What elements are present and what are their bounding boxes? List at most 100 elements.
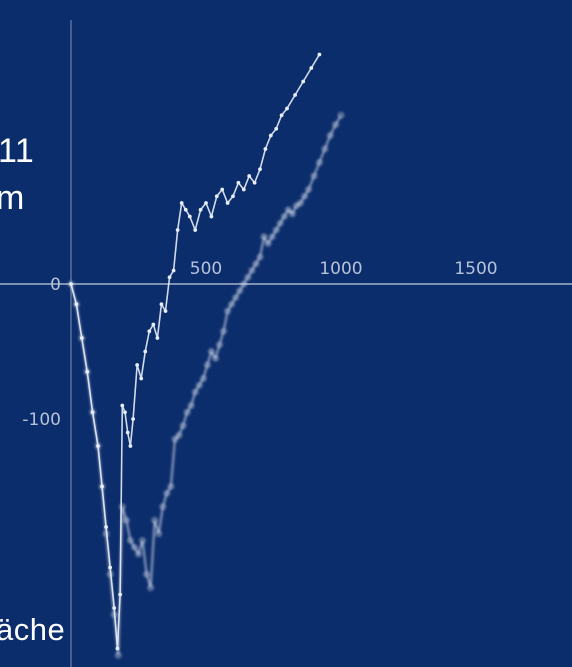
data-point [135, 551, 142, 557]
data-point [90, 410, 95, 415]
data-point [241, 187, 246, 192]
data-point [151, 322, 156, 327]
data-point [258, 167, 262, 172]
data-point [85, 369, 90, 374]
data-point [327, 132, 334, 139]
data-point [163, 309, 168, 313]
data-point [209, 214, 214, 219]
edge-text-line3: äche [0, 612, 66, 647]
data-point [147, 329, 152, 334]
data-point [163, 490, 170, 497]
data-point [118, 592, 123, 597]
data-point [279, 113, 284, 118]
data-point [183, 207, 188, 212]
data-point [214, 194, 219, 199]
data-point [125, 430, 130, 435]
data-point [204, 362, 211, 368]
data-point [269, 233, 276, 240]
data-point [108, 565, 113, 570]
data-point [192, 389, 199, 395]
data-point [309, 66, 314, 70]
data-point [139, 537, 146, 544]
data-point [231, 194, 235, 199]
data-point [188, 402, 195, 409]
data-point [232, 294, 239, 301]
data-point [184, 409, 191, 416]
data-point [120, 403, 125, 408]
data-point [285, 106, 289, 111]
data-point [263, 147, 268, 151]
data-point [196, 382, 203, 389]
data-point [224, 308, 231, 314]
data-point [297, 200, 304, 206]
data-point [289, 210, 296, 217]
data-point [198, 207, 203, 212]
data-point [247, 174, 252, 178]
data-point [127, 537, 134, 544]
x-tick-label: 1500 [454, 259, 497, 279]
data-point [112, 606, 117, 610]
data-point [265, 240, 272, 247]
y-tick-label: -100 [22, 410, 61, 430]
data-point [143, 571, 150, 578]
data-point [193, 228, 198, 232]
data-point [167, 275, 172, 280]
data-point [172, 436, 178, 443]
data-point [128, 444, 133, 448]
data-point [74, 302, 79, 307]
data-point [131, 544, 138, 551]
data-point [179, 201, 184, 205]
data-point [187, 214, 192, 219]
data-point [180, 422, 186, 429]
data-point [293, 202, 300, 209]
data-point [236, 180, 241, 185]
x-tick-label: 1000 [319, 259, 362, 279]
data-point [249, 267, 255, 274]
data-point [281, 213, 288, 220]
data-point [171, 268, 176, 273]
data-point [131, 417, 136, 421]
data-point [253, 260, 259, 267]
data-point [305, 186, 312, 193]
data-point [212, 355, 219, 362]
data-point [321, 146, 328, 152]
data-point [204, 201, 208, 205]
data-point [139, 376, 144, 381]
data-point [200, 375, 207, 382]
data-point [311, 173, 317, 179]
edge-text-line1: 11 [0, 132, 35, 170]
data-point [216, 341, 223, 348]
data-point [285, 206, 292, 213]
data-point [301, 79, 306, 84]
data-point [175, 228, 180, 232]
data-point [332, 121, 339, 128]
data-point [317, 52, 322, 57]
data-point [100, 484, 104, 489]
data-point [244, 274, 251, 281]
data-point [252, 180, 257, 185]
data-point [228, 301, 235, 308]
data-point [123, 410, 127, 415]
data-point [208, 348, 215, 355]
data-point [79, 336, 84, 340]
data-point [168, 483, 174, 490]
data-point [225, 201, 230, 205]
data-point [274, 126, 279, 131]
data-point [293, 93, 298, 97]
data-point [143, 349, 148, 354]
data-point [236, 287, 243, 294]
data-point [147, 584, 154, 591]
data-point [119, 503, 126, 510]
data-point [123, 517, 130, 524]
data-point [220, 328, 227, 335]
data-point [273, 227, 280, 233]
data-point [261, 233, 267, 240]
data-point [176, 432, 182, 439]
data-point [115, 646, 120, 651]
data-point [240, 281, 247, 287]
edge-text-line2: m [0, 179, 25, 217]
data-point [159, 503, 166, 510]
data-point [338, 112, 344, 119]
data-point [277, 220, 284, 227]
